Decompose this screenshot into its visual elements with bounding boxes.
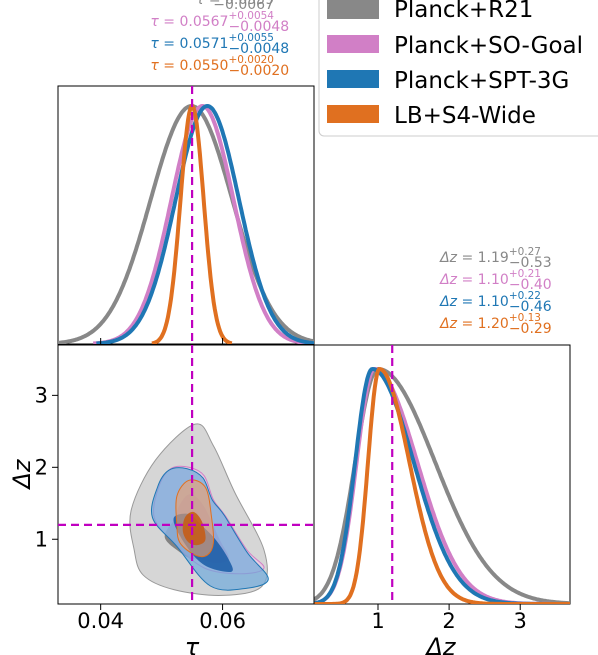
legend-label-lb-s4: LB+S4-Wide <box>394 103 536 129</box>
tau-constraint-planck-so: τ = 0.0567+0.0054 <box>150 10 274 30</box>
xlabel-dz: Δz <box>424 633 456 655</box>
dz-ytick-label: 3 <box>35 383 48 407</box>
dz-upper-error: +0.22 <box>509 290 541 302</box>
dz-constraint-planck-so: Δz = 1.10+0.21 <box>439 268 541 288</box>
tau-lower-error-planck-r21: −0.0067 <box>213 0 274 13</box>
panel-2d-frame <box>57 344 315 605</box>
dz-lower-error-planck-r21: −0.53 <box>509 255 552 271</box>
tau-xtick-label: 0.06 <box>199 609 246 633</box>
legend: Planck+R21 Planck+SO-Goal Planck+SPT-3G … <box>318 0 598 137</box>
panel-tau-frame <box>57 85 315 345</box>
tau-symbol: τ <box>150 58 159 74</box>
dz-value: = 1.10 <box>457 294 509 310</box>
legend-swatch-planck-r21 <box>327 0 379 19</box>
dz-value: = 1.19 <box>457 250 509 266</box>
ylabel-dz: Δz <box>8 458 36 490</box>
tau-value: = 0.0567 <box>159 14 229 30</box>
dz-symbol: Δz <box>439 272 458 288</box>
dz-symbol: Δz <box>439 250 458 266</box>
dz-symbol: Δz <box>439 316 458 332</box>
tau-lower-error-planck-so: −0.0048 <box>228 19 289 35</box>
tau-value: = 0.0550 <box>159 58 229 74</box>
tau-pdf-curve-planck-so <box>93 104 312 344</box>
tau-symbol: τ <box>196 0 205 8</box>
dz-constraint-planck-r21: Δz = 1.19+0.27 <box>439 246 541 266</box>
tau-pdf-curve-planck-spt <box>96 103 314 344</box>
dz-pdf-curve-planck-spt <box>314 366 570 604</box>
dz-upper-error: +0.13 <box>509 312 541 324</box>
tau-constraint-planck-r21: τ = 0.0559 <box>196 0 274 8</box>
dz-constraint-planck-spt: Δz = 1.10+0.22 <box>439 290 541 310</box>
dz-upper-error: +0.21 <box>509 268 541 280</box>
dz-value: = 1.20 <box>457 316 509 332</box>
dz-lower-error-planck-spt: −0.46 <box>509 299 552 315</box>
dz-symbol: Δz <box>439 294 458 310</box>
tau-lower-error-lb-s4: −0.0020 <box>228 63 289 79</box>
dz-pdf-curve-lb-s4 <box>314 367 570 604</box>
tau-constraint-planck-spt: τ = 0.0571+0.0055 <box>150 32 274 52</box>
legend-swatch-planck-so <box>327 35 379 53</box>
tau-constraint-lb-s4: τ = 0.0550+0.0020 <box>150 54 274 74</box>
legend-frame <box>318 0 598 137</box>
tau-symbol: τ <box>150 36 159 52</box>
dz-xtick-label: 2 <box>442 609 455 633</box>
dz-upper-error: +0.27 <box>509 246 541 258</box>
legend-label-planck-so: Planck+SO-Goal <box>394 33 583 59</box>
panel-tau-1d <box>57 85 315 345</box>
dz-ytick-label: 1 <box>35 527 48 551</box>
panel-dz-1d: 1 2 3 <box>313 344 571 633</box>
tau-lower-error-planck-spt: −0.0048 <box>228 41 289 57</box>
tau-value: = 0.0559 <box>204 0 274 8</box>
dz-ytick-label: 2 <box>35 455 48 479</box>
legend-label-planck-r21: Planck+R21 <box>394 0 533 23</box>
tau-value: = 0.0571 <box>159 36 229 52</box>
dz-lower-error-planck-so: −0.40 <box>509 277 552 293</box>
legend-swatch-lb-s4 <box>327 105 379 123</box>
tau-symbol: τ <box>150 14 159 30</box>
dz-xtick-label: 1 <box>371 609 384 633</box>
dz-lower-error-lb-s4: −0.29 <box>509 321 552 337</box>
tau-upper-error: +0.0055 <box>228 32 274 44</box>
dz-constraint-lb-s4: Δz = 1.20+0.13 <box>439 312 541 332</box>
tau-xtick-label: 0.04 <box>77 609 124 633</box>
panel-tau-dz-2d: 0.04 0.06 1 2 3 <box>35 344 315 633</box>
dz-xtick-label: 3 <box>514 609 527 633</box>
dz-value: = 1.10 <box>457 272 509 288</box>
legend-label-planck-spt: Planck+SPT-3G <box>394 68 569 94</box>
legend-swatch-planck-spt <box>327 70 379 88</box>
xlabel-tau: τ <box>185 633 200 655</box>
tau-upper-error: +0.0054 <box>228 10 274 22</box>
contour-inner-lb-s4 <box>182 511 206 546</box>
tau-upper-error: +0.0020 <box>228 54 274 66</box>
